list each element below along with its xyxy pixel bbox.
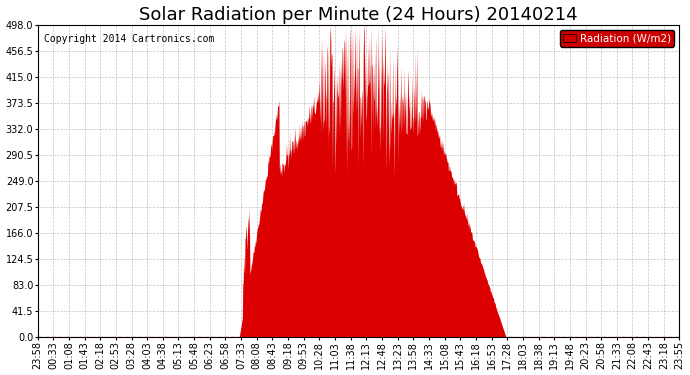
Text: Copyright 2014 Cartronics.com: Copyright 2014 Cartronics.com — [44, 34, 215, 45]
Title: Solar Radiation per Minute (24 Hours) 20140214: Solar Radiation per Minute (24 Hours) 20… — [139, 6, 578, 24]
Legend: Radiation (W/m2): Radiation (W/m2) — [560, 30, 674, 46]
